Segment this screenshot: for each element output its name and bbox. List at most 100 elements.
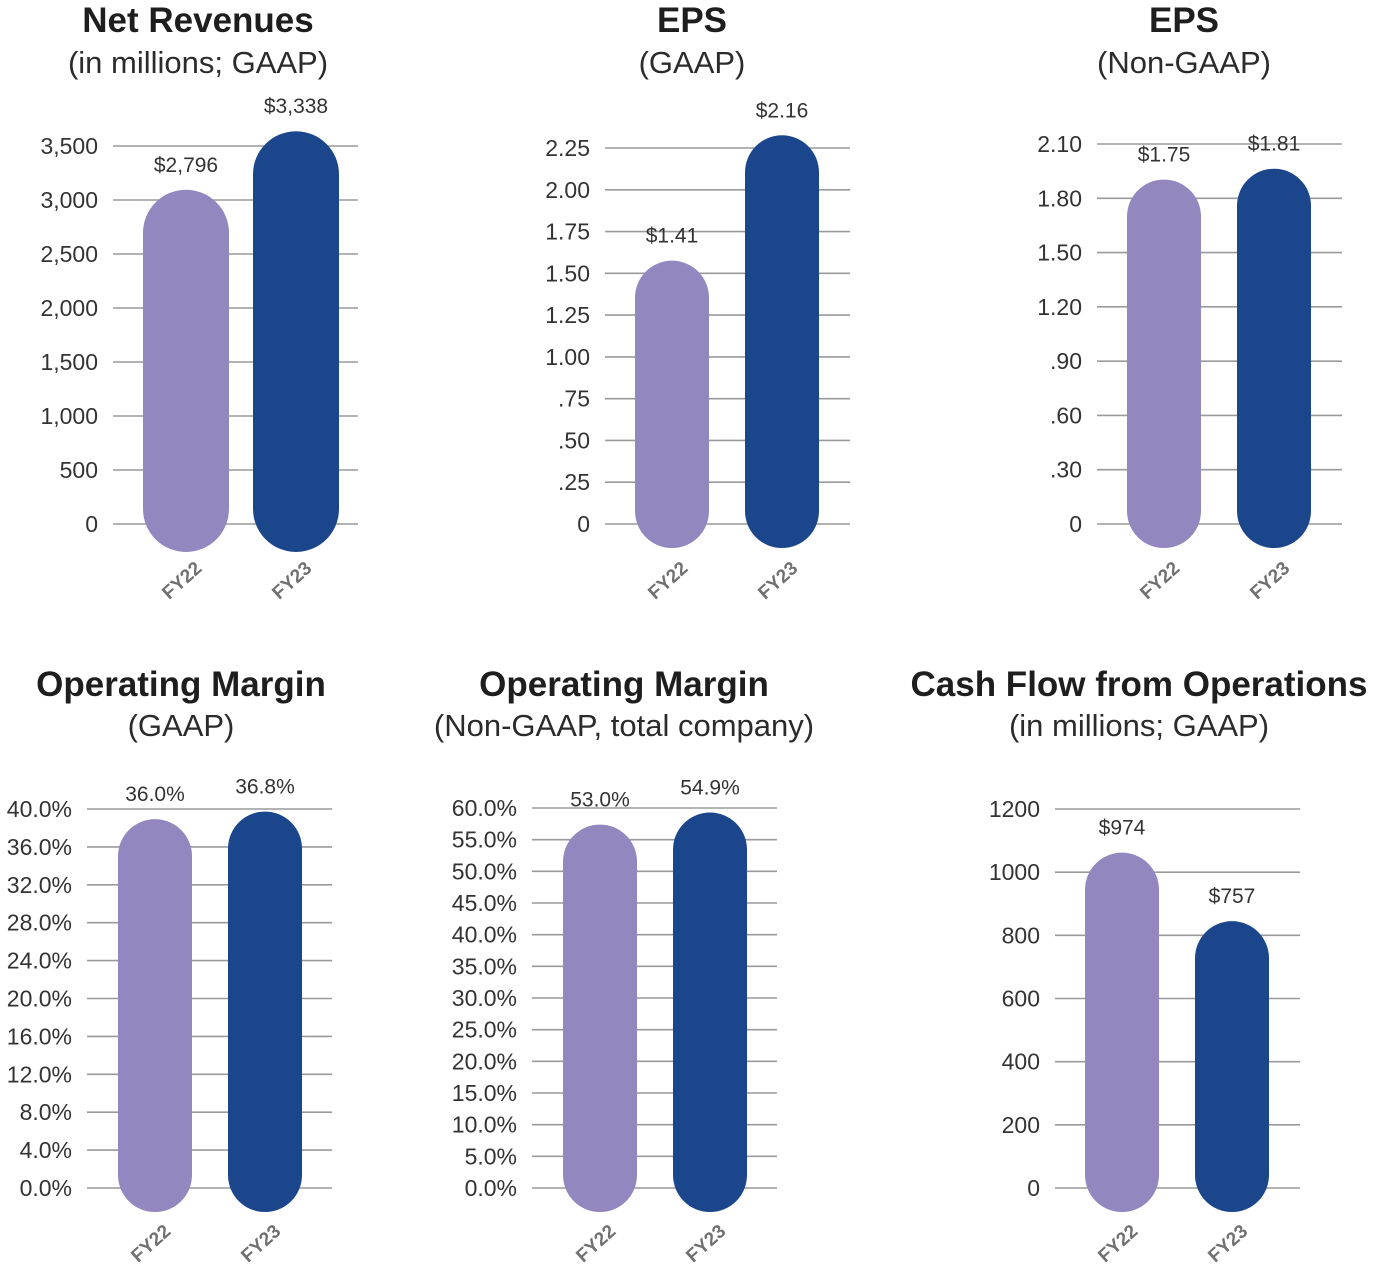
y-tick-label: 10.0%: [452, 1112, 517, 1138]
y-tick-label: 0: [577, 511, 590, 537]
x-category-label: FY22: [158, 558, 206, 604]
bar-fy23: [228, 811, 302, 1213]
y-tick-label: 200: [1002, 1112, 1040, 1138]
x-category-label: FY23: [1246, 558, 1294, 604]
data-label: 36.0%: [125, 783, 185, 806]
chart-title: Net Revenues: [82, 1, 313, 40]
chart-operating-margin-non-gaap: Operating Margin (Non-GAAP, total company…: [434, 665, 814, 1267]
data-label: $1.41: [646, 225, 699, 248]
chart-title: EPS: [657, 1, 727, 40]
y-tick-label: 1.75: [545, 219, 590, 245]
y-tick-label: 2.00: [545, 177, 590, 203]
chart-subtitle: (Non-GAAP): [1097, 45, 1271, 80]
bar-fy22: [563, 824, 637, 1213]
chart-eps-non-gaap: EPS (Non-GAAP) 0 .30 .60 .90 1.20 1.50 1.80 2.10 $…: [1037, 1, 1342, 604]
y-tick-label: 1.20: [1037, 294, 1082, 320]
data-label: $974: [1099, 817, 1146, 840]
data-label: $2,796: [154, 154, 218, 177]
y-tick-label: 16.0%: [7, 1023, 72, 1049]
y-tick-label: 1.50: [1037, 240, 1082, 266]
x-category-label: FY23: [237, 1221, 285, 1267]
bar-fy22: [143, 189, 229, 552]
x-category-label: FY22: [127, 1221, 175, 1267]
bar-fy23: [745, 135, 819, 549]
y-tick-label: 12.0%: [7, 1061, 72, 1087]
chart-title: EPS: [1149, 1, 1219, 40]
y-tick-label: 30.0%: [452, 985, 517, 1011]
y-tick-label: 800: [1002, 922, 1040, 948]
bar-fy23: [1237, 168, 1311, 549]
chart-net-revenues: Net Revenues (in millions; GAAP) 0 500 1,000…: [40, 1, 358, 604]
x-category-label: FY23: [682, 1221, 730, 1267]
y-tick-label: 20.0%: [7, 986, 72, 1012]
y-tick-label: 28.0%: [7, 910, 72, 936]
y-tick-label: 3,500: [40, 133, 98, 159]
y-tick-label: 0: [1069, 511, 1082, 537]
chart-eps-gaap: EPS (GAAP) 0 .25 .50 .75 1.00 1.25 1.50 1.75 2.00 2…: [545, 1, 850, 604]
y-tick-label: 1,500: [40, 349, 98, 375]
y-tick-label: 32.0%: [7, 872, 72, 898]
data-label: $757: [1209, 885, 1256, 908]
chart-subtitle: (GAAP): [128, 708, 235, 743]
y-tick-label: 0: [1027, 1175, 1040, 1201]
y-tick-label: 55.0%: [452, 827, 517, 853]
x-category-label: FY22: [1136, 558, 1184, 604]
bar-fy23: [1195, 921, 1269, 1213]
data-label: 36.8%: [235, 776, 295, 799]
bar-fy22: [118, 819, 192, 1213]
chart-operating-margin-gaap: Operating Margin (GAAP) 0.0% 4.0% 8.0% 12.0% 1…: [7, 665, 332, 1267]
y-tick-label: 2,500: [40, 241, 98, 267]
chart-subtitle: (Non-GAAP, total company): [434, 708, 814, 743]
y-tick-label: 36.0%: [7, 834, 72, 860]
y-tick-label: 35.0%: [452, 953, 517, 979]
data-label: $1.75: [1138, 144, 1191, 167]
y-tick-label: 60.0%: [452, 795, 517, 821]
y-tick-label: 45.0%: [452, 890, 517, 916]
y-tick-label: 0.0%: [465, 1175, 517, 1201]
y-tick-label: 400: [1002, 1049, 1040, 1075]
y-tick-label: 5.0%: [465, 1143, 517, 1169]
y-tick-label: 0.0%: [20, 1175, 72, 1201]
y-tick-label: .60: [1050, 402, 1082, 428]
x-category-label: FY22: [644, 558, 692, 604]
y-tick-label: .25: [558, 469, 590, 495]
x-category-label: FY23: [1204, 1221, 1252, 1267]
y-tick-label: 1.00: [545, 344, 590, 370]
chart-title: Operating Margin: [479, 665, 769, 704]
y-tick-label: 25.0%: [452, 1017, 517, 1043]
y-tick-label: 2,000: [40, 295, 98, 321]
y-tick-label: .50: [558, 427, 590, 453]
chart-subtitle: (GAAP): [639, 45, 746, 80]
y-tick-label: 1.25: [545, 302, 590, 328]
y-tick-label: 50.0%: [452, 858, 517, 884]
y-tick-label: 500: [60, 457, 98, 483]
chart-subtitle: (in millions; GAAP): [68, 45, 328, 80]
chart-title: Operating Margin: [36, 665, 326, 704]
bar-fy22: [1085, 852, 1159, 1213]
y-tick-label: 600: [1002, 986, 1040, 1012]
y-tick-label: 1000: [989, 859, 1040, 885]
data-label: $3,338: [264, 95, 328, 118]
x-category-label: FY22: [572, 1221, 620, 1267]
data-label: 53.0%: [570, 789, 630, 812]
bar-fy22: [635, 260, 709, 549]
y-tick-label: .30: [1050, 457, 1082, 483]
x-category-label: FY23: [754, 558, 802, 604]
y-tick-label: 40.0%: [452, 922, 517, 948]
y-tick-label: 24.0%: [7, 948, 72, 974]
data-label: $2.16: [756, 99, 809, 122]
y-tick-label: 3,000: [40, 187, 98, 213]
y-tick-label: 2.10: [1037, 131, 1082, 157]
bar-fy23: [673, 812, 747, 1213]
y-tick-label: 0: [85, 511, 98, 537]
y-tick-label: 4.0%: [20, 1137, 72, 1163]
x-category-label: FY22: [1094, 1221, 1142, 1267]
y-tick-label: .90: [1050, 348, 1082, 374]
y-tick-label: 1,000: [40, 403, 98, 429]
chart-subtitle: (in millions; GAAP): [1009, 708, 1269, 743]
data-label: $1.81: [1248, 133, 1301, 156]
y-tick-label: 20.0%: [452, 1048, 517, 1074]
chart-cash-flow-operations: Cash Flow from Operations (in millions; G…: [911, 665, 1368, 1267]
x-category-label: FY23: [268, 558, 316, 604]
